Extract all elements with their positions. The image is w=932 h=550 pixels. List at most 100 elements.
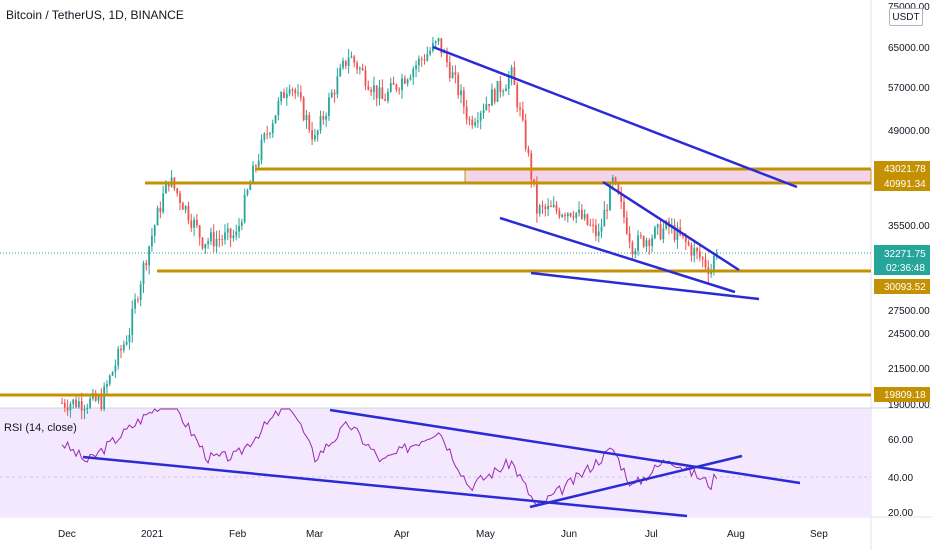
candle-body xyxy=(412,68,415,78)
price-tick-19000: 19000.00 xyxy=(888,400,930,411)
candle-body xyxy=(249,182,252,191)
candle-body xyxy=(243,194,246,223)
candle-body xyxy=(513,67,516,85)
candle-body xyxy=(131,308,134,335)
candle-body xyxy=(111,371,114,376)
price-axis-ticks: 75000.00 65000.00 57000.00 49000.00 3550… xyxy=(888,2,930,411)
candle-body xyxy=(235,231,238,236)
candle-body xyxy=(204,243,207,249)
candle-body xyxy=(226,228,229,233)
candle-body xyxy=(552,205,555,207)
candle-body xyxy=(676,227,679,240)
rsi-tick-60: 60.00 xyxy=(888,435,913,446)
candle-body xyxy=(690,245,693,256)
candle-body xyxy=(122,344,125,351)
candle-body xyxy=(614,177,617,184)
candle-body xyxy=(550,205,552,207)
candle-body xyxy=(462,90,465,107)
candle-body xyxy=(451,72,454,78)
candle-body xyxy=(589,224,592,226)
candle-body xyxy=(77,401,80,408)
candle-body xyxy=(120,348,122,351)
candle-body xyxy=(395,84,398,90)
candle-body xyxy=(687,242,690,246)
price-tick-35500: 35500.00 xyxy=(888,221,930,232)
candle-body xyxy=(358,68,361,70)
candle-body xyxy=(485,103,488,110)
wedge-lower-line[interactable] xyxy=(499,216,736,294)
candle-body xyxy=(505,88,507,92)
candle-body xyxy=(333,92,336,95)
candle-body xyxy=(578,209,580,213)
rsi-support-line[interactable] xyxy=(82,455,688,518)
candle-body xyxy=(547,205,550,210)
candle-body xyxy=(195,219,198,226)
candle-body xyxy=(322,116,325,120)
candle-body xyxy=(586,214,589,225)
price-label-19809: 19809.18 xyxy=(884,390,926,401)
candle-body xyxy=(682,234,684,237)
candle-body xyxy=(432,43,434,51)
candle-body xyxy=(361,68,364,71)
candle-body xyxy=(305,115,308,121)
candle-body xyxy=(162,193,165,212)
candle-body xyxy=(564,214,566,217)
candle-body xyxy=(367,86,370,90)
candle-body xyxy=(238,225,240,232)
time-tick-jul: Jul xyxy=(645,529,658,540)
candle-body xyxy=(474,122,476,126)
candle-body xyxy=(375,85,378,99)
support-trendline[interactable] xyxy=(530,271,760,301)
candle-body xyxy=(215,238,218,247)
candle-body xyxy=(524,119,527,149)
candle-body xyxy=(66,407,69,411)
candle-body xyxy=(89,398,91,408)
candle-body xyxy=(625,217,628,234)
rsi-indicator-label[interactable]: RSI (14, close) xyxy=(4,422,77,434)
candle-body xyxy=(527,148,530,154)
candle-body xyxy=(156,207,159,226)
candle-body xyxy=(603,209,606,227)
candle-body xyxy=(617,183,620,194)
candle-body xyxy=(401,78,403,91)
candle-body xyxy=(684,236,687,243)
wedge-upper-line[interactable] xyxy=(602,180,740,272)
candle-body xyxy=(145,263,148,266)
time-tick-feb: Feb xyxy=(229,529,247,540)
candle-body xyxy=(153,225,156,236)
time-tick-apr: Apr xyxy=(394,529,410,540)
candle-body xyxy=(415,65,417,69)
candle-body xyxy=(353,56,356,63)
candle-body xyxy=(448,62,451,78)
candle-body xyxy=(710,271,713,274)
candle-body xyxy=(283,92,285,99)
rsi-resistance-line[interactable] xyxy=(329,408,801,485)
price-label-30093: 30093.52 xyxy=(884,282,926,293)
candle-body xyxy=(280,92,283,102)
candle-body xyxy=(471,119,474,126)
candle-body xyxy=(257,160,260,167)
price-label-30093-bg xyxy=(874,279,930,294)
candle-body xyxy=(136,299,139,301)
candle-body xyxy=(575,212,578,218)
trendline-major[interactable] xyxy=(432,45,798,189)
candle-body xyxy=(558,210,561,217)
candle-body xyxy=(330,92,333,98)
candle-body xyxy=(373,85,375,93)
candle-body xyxy=(179,193,181,204)
candle-body xyxy=(701,257,704,260)
rsi-rising-line[interactable] xyxy=(529,454,743,509)
price-tick-24500: 24500.00 xyxy=(888,329,930,340)
time-axis[interactable]: Dec 2021 Feb Mar Apr May Jun Jul Aug Sep xyxy=(58,529,828,540)
candle-body xyxy=(63,403,66,408)
currency-unit-button[interactable]: USDT xyxy=(889,8,923,26)
chart-title[interactable]: Bitcoin / TetherUS, 1D, BINANCE xyxy=(6,8,184,22)
candle-body xyxy=(311,130,313,140)
candle-body xyxy=(246,190,249,195)
candle-body xyxy=(535,183,538,214)
candle-body xyxy=(165,181,167,194)
candle-body xyxy=(654,227,656,239)
candle-body xyxy=(479,112,482,121)
candle-body xyxy=(221,239,224,241)
